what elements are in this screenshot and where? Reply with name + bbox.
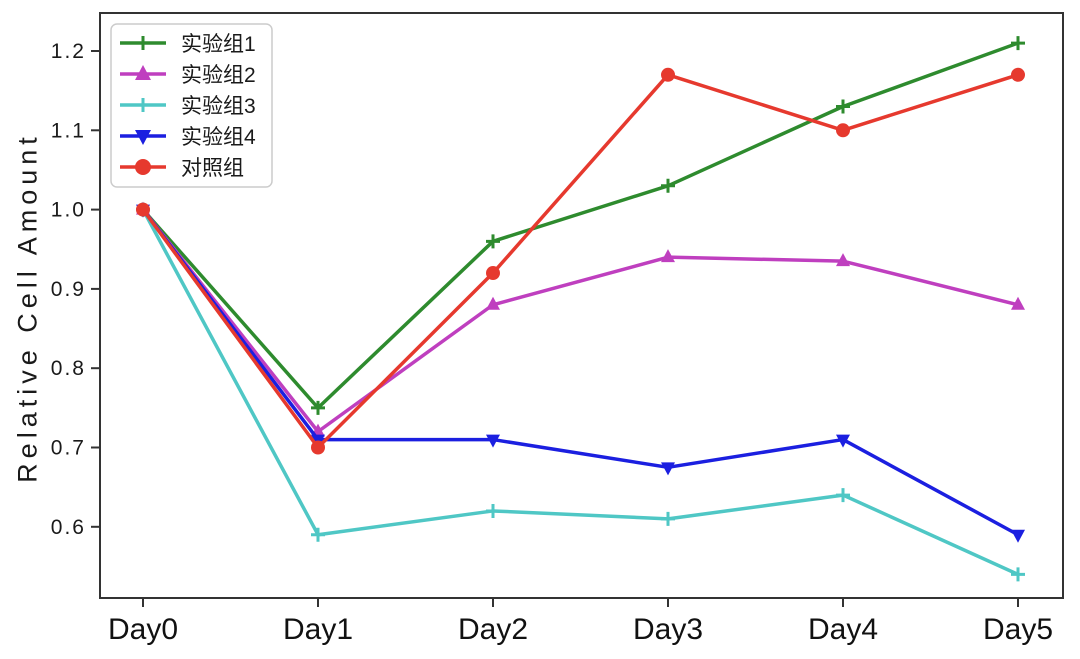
y-tick-label: 0.7 — [51, 437, 86, 460]
series-line — [141, 207, 1020, 577]
x-tick-label: Day1 — [283, 613, 353, 646]
y-tick-label: 0.9 — [51, 278, 86, 301]
x-tick-label: Day5 — [983, 613, 1053, 646]
legend-item: 实验组1 — [120, 33, 256, 56]
series-2 — [136, 201, 1025, 437]
series-5 — [136, 67, 1025, 455]
triangle-down-marker — [836, 434, 850, 448]
circle-marker — [661, 67, 675, 82]
series-line — [141, 207, 1020, 537]
legend-label: 实验组4 — [181, 126, 256, 149]
y-axis-label: Relative Cell Amount — [12, 132, 43, 483]
series-line — [141, 41, 1020, 410]
triangle-down-marker — [135, 130, 151, 145]
y-tick-label: 0.8 — [51, 357, 86, 380]
triangle-down-marker — [486, 434, 500, 448]
circle-marker — [1011, 67, 1025, 82]
plus-marker — [486, 234, 500, 249]
series-line — [141, 73, 1020, 450]
series-3 — [136, 202, 1025, 582]
triangle-down-marker — [1011, 529, 1025, 543]
y-tick-label: 1.0 — [51, 199, 86, 222]
circle-marker — [135, 159, 151, 175]
x-tick-label: Day2 — [458, 613, 528, 646]
triangle-up-marker — [836, 253, 850, 267]
triangle-up-marker — [135, 65, 151, 80]
plus-marker — [661, 511, 675, 526]
triangle-up-marker — [1011, 296, 1025, 310]
circle-marker — [836, 123, 850, 138]
circle-marker — [136, 202, 150, 217]
x-tick-label: Day3 — [633, 613, 703, 646]
y-tick-label: 1.1 — [51, 119, 86, 142]
legend-label: 实验组3 — [181, 95, 256, 118]
legend-item: 实验组4 — [120, 126, 256, 149]
plus-marker — [1011, 567, 1025, 582]
legend-frame — [110, 23, 273, 188]
y-tick-label: 0.6 — [51, 516, 86, 539]
x-tick-label: Day4 — [808, 613, 878, 646]
plus-marker — [136, 98, 150, 112]
legend-item: 实验组3 — [120, 95, 256, 118]
plus-marker — [486, 503, 500, 518]
plus-marker — [836, 99, 850, 114]
legend-label: 对照组 — [181, 157, 244, 180]
series-line — [141, 207, 1020, 434]
legend-label: 实验组2 — [181, 64, 256, 87]
plot-frame — [99, 12, 1064, 599]
plus-marker — [836, 488, 850, 503]
y-tick-label: 1.2 — [51, 40, 86, 63]
legend-item: 对照组 — [120, 157, 244, 180]
plus-marker — [661, 178, 675, 193]
triangle-down-marker — [661, 462, 675, 476]
plus-marker — [1011, 36, 1025, 51]
plus-marker — [311, 400, 325, 415]
plus-marker — [136, 36, 150, 50]
legend-box: 实验组1 实验组2 实验组3 实验组4 对照组 — [110, 23, 273, 188]
triangle-up-marker — [661, 249, 675, 263]
triangle-up-marker — [486, 296, 500, 310]
x-tick-label: Day0 — [108, 613, 178, 646]
series-4 — [136, 204, 1025, 543]
legend-item: 实验组2 — [120, 64, 256, 87]
circle-marker — [311, 440, 325, 455]
circle-marker — [486, 266, 500, 281]
plus-marker — [311, 527, 325, 542]
legend-label: 实验组1 — [181, 33, 256, 56]
